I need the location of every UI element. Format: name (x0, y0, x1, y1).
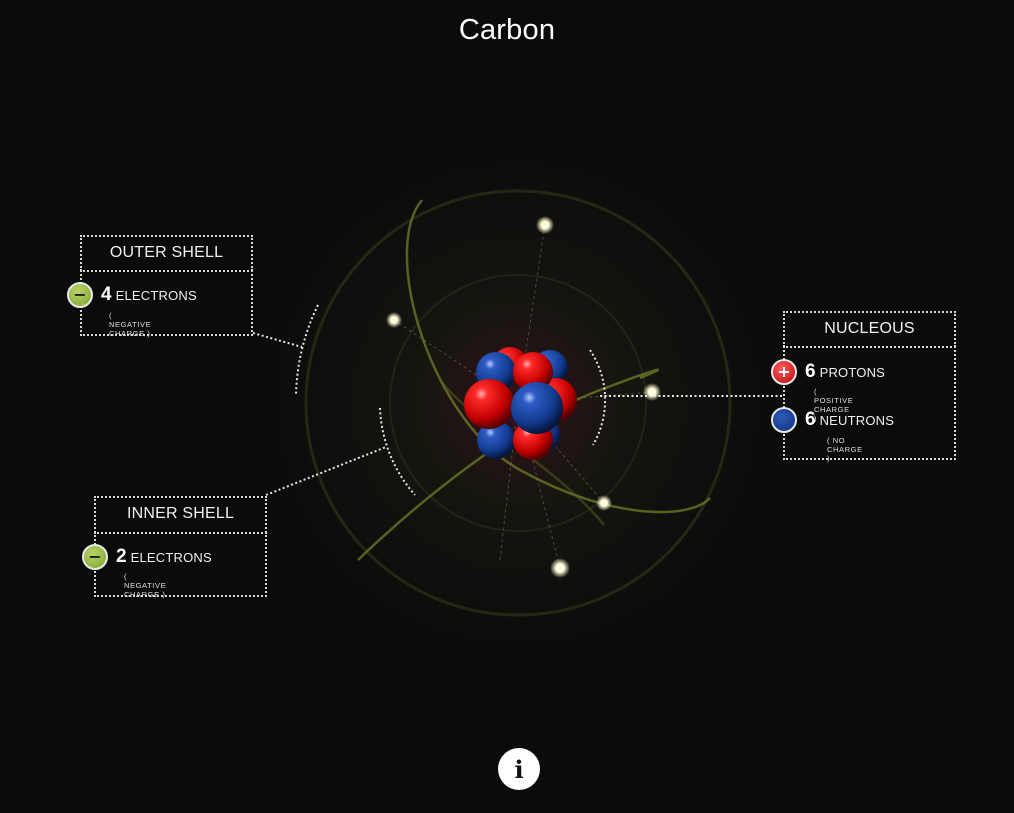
electron (555, 563, 565, 573)
neutron (511, 382, 563, 434)
nucleus (464, 347, 577, 460)
protons-count-row: + 6 PROTONS (771, 359, 885, 385)
inner-shell-count-row: − 2 ELECTRONS (82, 544, 212, 570)
protons-charge: ( POSITIVE CHARGE ) (814, 387, 854, 423)
inner-shell-count: 2 (116, 546, 127, 567)
proton-plus-icon: + (771, 359, 797, 385)
neutrons-count-row: 6 NEUTRONS (771, 407, 894, 433)
electron-minus-icon: − (67, 282, 93, 308)
outer-shell-ring (304, 189, 732, 617)
electron (541, 221, 549, 229)
proton (513, 352, 553, 392)
neutrons-count: 6 (805, 409, 816, 430)
callout-arcs (252, 304, 784, 496)
protons-unit: PROTONS (819, 364, 886, 380)
outer-shell-leader (252, 332, 303, 348)
electron (648, 388, 656, 396)
proton (464, 379, 514, 429)
outer-shell-unit: ELECTRONS (115, 287, 197, 303)
inner-shell-charge: ( NEGATIVE CHARGE ) (124, 572, 167, 599)
neutrons-unit: NEUTRONS (819, 412, 895, 428)
electrons (386, 216, 661, 578)
protons-count: 6 (805, 361, 816, 382)
inner-shell-arc (379, 407, 416, 496)
nucleus-body (783, 346, 956, 460)
outer-shell-heading: OUTER SHELL (80, 235, 253, 271)
neutrons-charge: ( NO CHARGE ) (827, 436, 863, 463)
nucleus-heading: NUCLEOUS (783, 311, 956, 347)
inner-shell-heading: INNER SHELL (94, 496, 267, 533)
outer-shell-charge: ( NEGATIVE CHARGE ) (109, 311, 152, 338)
inner-shell-unit: ELECTRONS (130, 549, 212, 565)
outer-shell-count: 4 (101, 284, 112, 305)
neutron-icon (771, 407, 797, 433)
electron (390, 316, 398, 324)
neutron (477, 421, 515, 459)
outer-shell-count-row: − 4 ELECTRONS (67, 282, 197, 308)
info-icon[interactable]: i (498, 748, 540, 790)
inner-shell-ring (389, 274, 647, 532)
nucleus-arc (589, 349, 607, 446)
electron (600, 499, 608, 507)
electron-minus-icon: − (82, 544, 108, 570)
inner-shell-leader (265, 446, 387, 496)
outer-shell-arc (295, 304, 319, 396)
page-title: Carbon (458, 14, 556, 46)
